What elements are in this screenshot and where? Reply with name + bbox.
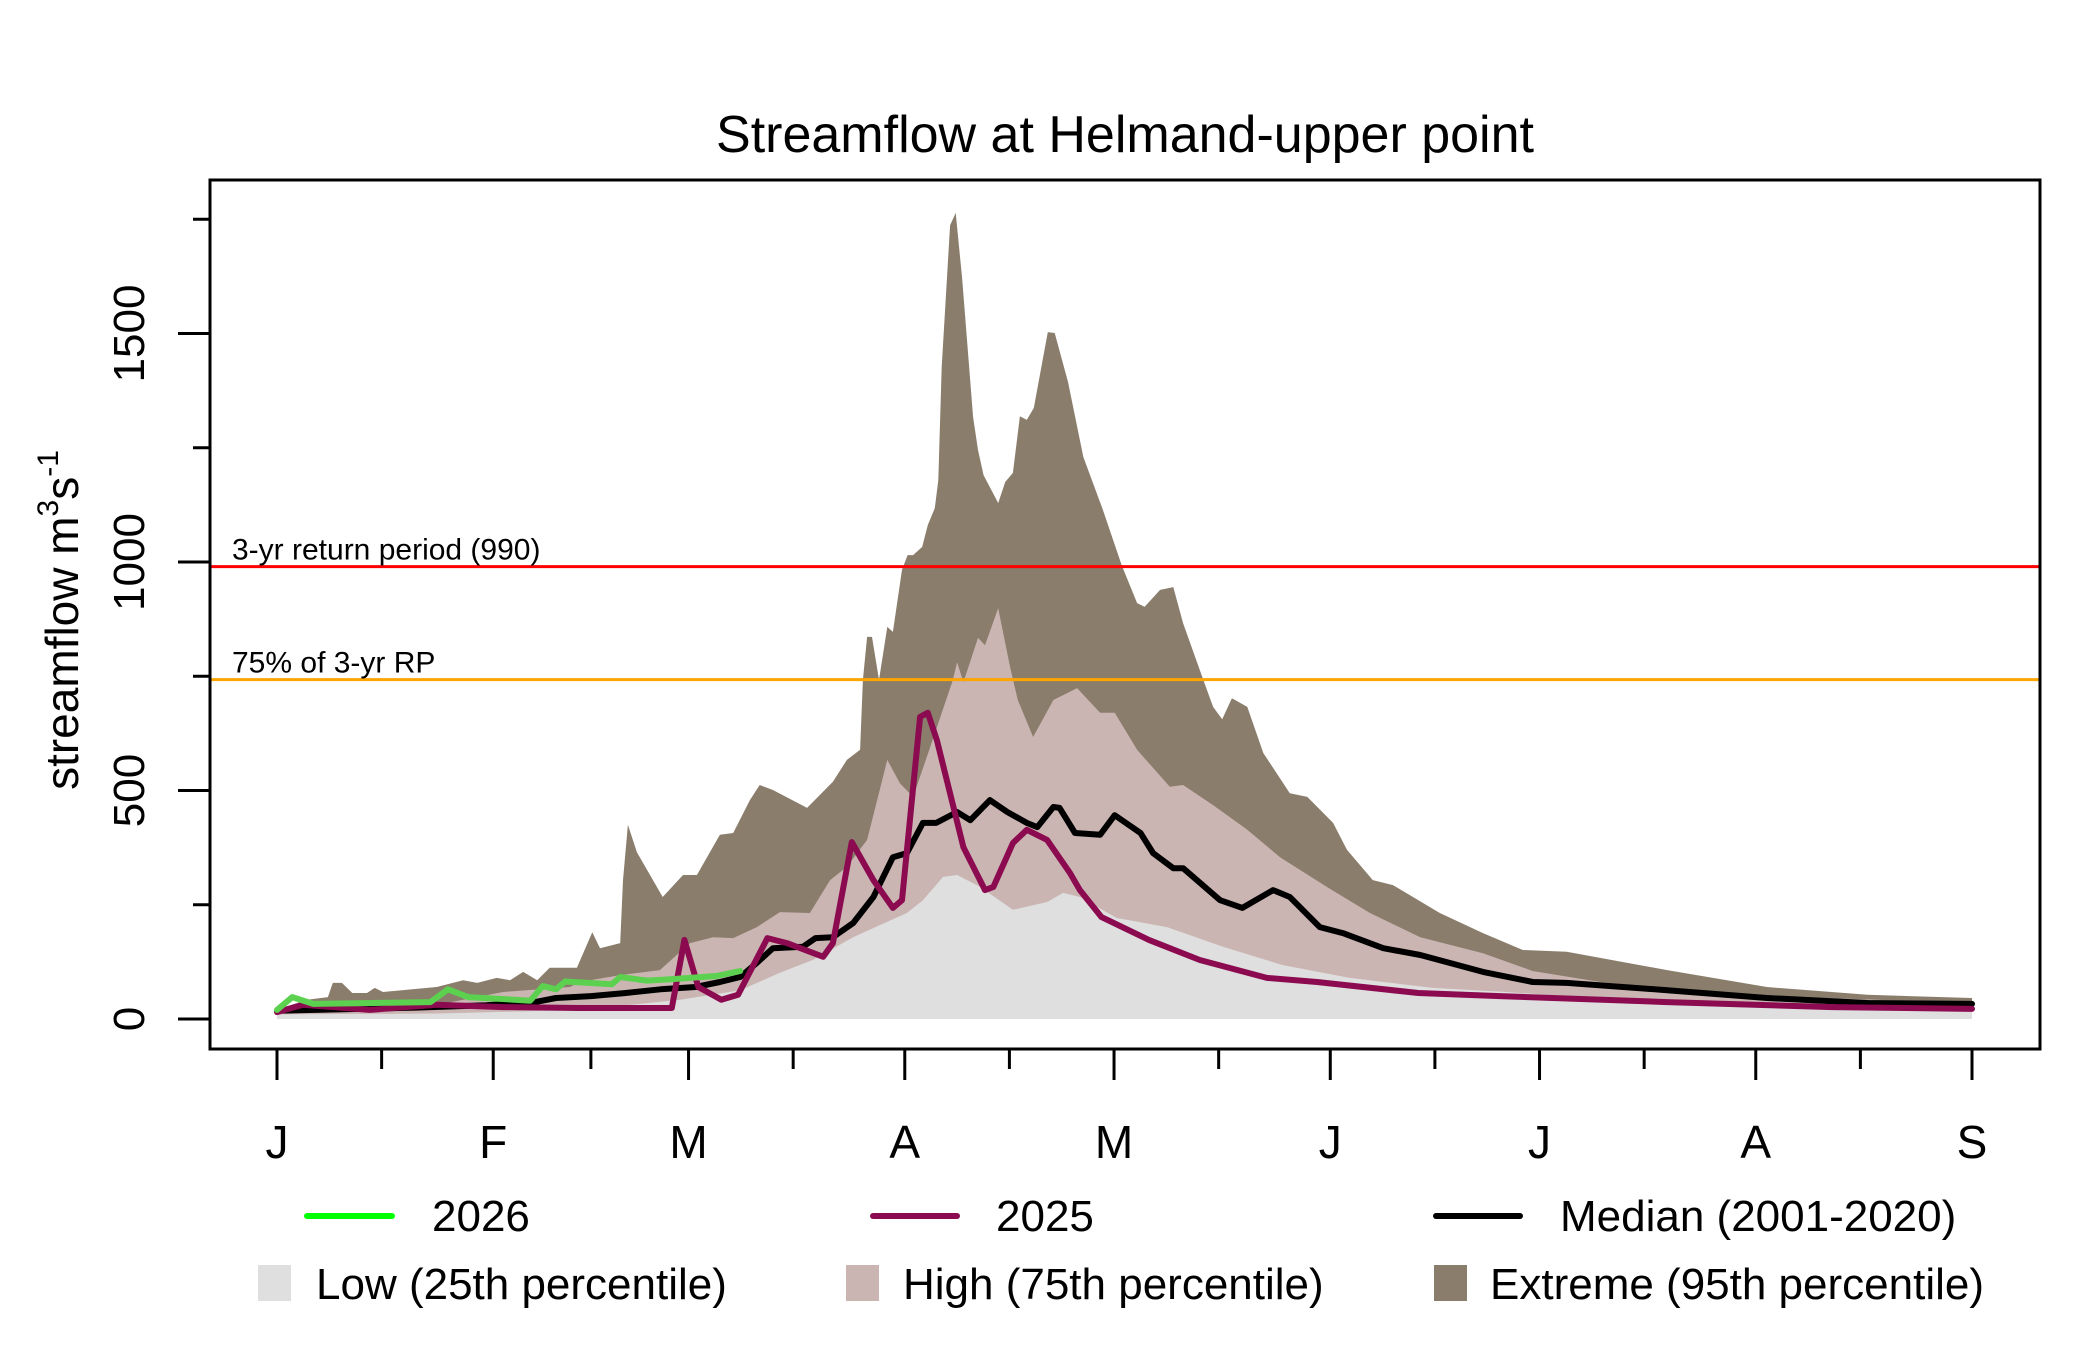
threshold-label-75pct-3yr-rp: 75% of 3-yr RP bbox=[232, 647, 435, 680]
legend-label-2026: 2026 bbox=[432, 1192, 530, 1241]
legend-swatch-high bbox=[846, 1265, 879, 1301]
legend-label-low: Low (25th percentile) bbox=[316, 1260, 727, 1309]
legend-label-median: Median (2001-2020) bbox=[1560, 1192, 1956, 1241]
threshold-lines: 3-yr return period (990) 75% of 3-yr RP bbox=[211, 534, 2039, 682]
x-tick-label: J bbox=[1319, 1116, 1342, 1168]
percentile-bands bbox=[277, 212, 1972, 1019]
y-tick-label: 1500 bbox=[105, 285, 154, 383]
legend-swatch-low bbox=[258, 1265, 291, 1301]
x-tick-label: M bbox=[1095, 1116, 1133, 1168]
y-axis-title-sup-3: 3 bbox=[32, 500, 65, 517]
x-tick-label: F bbox=[479, 1116, 507, 1168]
chart-title: Streamflow at Helmand-upper point bbox=[716, 106, 1535, 164]
band-low bbox=[277, 875, 1972, 1019]
y-axis-title-s: s bbox=[36, 477, 88, 500]
y-tick-label: 0 bbox=[105, 1007, 154, 1031]
series-line-median bbox=[274, 797, 1975, 1014]
y-axis-title: streamflow m3s-1 bbox=[32, 450, 88, 790]
legend: 2026 2025 Median (2001-2020) Low (25th p… bbox=[258, 1192, 1984, 1309]
x-tick-label: A bbox=[1740, 1116, 1771, 1168]
y-axis-title-sup-minus1: -1 bbox=[32, 450, 65, 477]
data-series-lines bbox=[274, 709, 1975, 1016]
legend-swatch-extreme bbox=[1434, 1265, 1467, 1301]
x-tick-label: J bbox=[1528, 1116, 1551, 1168]
threshold-label-3yr-return-period: 3-yr return period (990) bbox=[232, 534, 540, 567]
legend-label-high: High (75th percentile) bbox=[903, 1260, 1324, 1309]
x-tick-label: S bbox=[1957, 1116, 1988, 1168]
x-tick-label: A bbox=[889, 1116, 920, 1168]
y-axis: 0 500 1000 1500 bbox=[105, 217, 212, 1031]
y-tick-label: 1000 bbox=[105, 513, 154, 611]
y-axis-title-base: streamflow m bbox=[36, 516, 88, 789]
legend-label-extreme: Extreme (95th percentile) bbox=[1490, 1260, 1984, 1309]
x-tick-label: M bbox=[669, 1116, 707, 1168]
band-high bbox=[277, 608, 1972, 1019]
y-tick-label: 500 bbox=[105, 754, 154, 827]
legend-label-2025: 2025 bbox=[996, 1192, 1094, 1241]
series-line-y2026 bbox=[274, 968, 744, 1013]
series-line-y2025 bbox=[274, 709, 1975, 1016]
x-tick-label: J bbox=[266, 1116, 289, 1168]
band-extreme bbox=[277, 212, 1972, 1019]
